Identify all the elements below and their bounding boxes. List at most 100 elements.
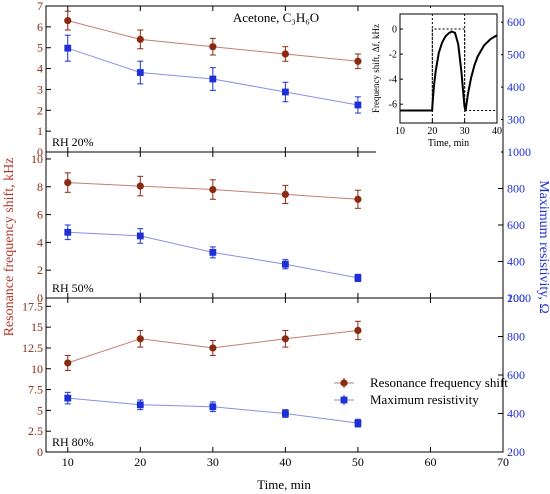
panel-frame (45, 151, 504, 299)
resistivity-point (64, 44, 72, 52)
right-y-tick-label: 400 (507, 80, 525, 94)
left-y-tick-label: 0 (37, 291, 43, 305)
left-y-tick-label: 6 (37, 20, 43, 34)
panel-2: 0 2 4 6 8 10 200 400 600 800 1000 RH 50% (31, 145, 531, 305)
frequency-point (209, 43, 217, 51)
inset-y-tick-label: 0 (392, 25, 397, 36)
right-y-tick-label: 500 (507, 48, 525, 62)
left-y-tick-label: 17.5 (22, 299, 43, 313)
right-y-tick-label: 800 (507, 182, 525, 196)
inset-frame (399, 13, 498, 124)
legend-resistivity-marker (340, 396, 348, 404)
frequency-point (354, 326, 362, 335)
figure-title: Acetone, C₃H₆O (233, 10, 319, 25)
frequency-point (64, 17, 72, 25)
frequency-point (64, 178, 72, 187)
frequency-point (354, 57, 362, 65)
legend-resistivity-label: Maximum resistivity (370, 392, 479, 407)
left-y-tick-label: 2 (37, 103, 43, 117)
legend-frequency-label: Resonance frequency shift (370, 375, 508, 390)
panel-label: RH 50% (52, 281, 94, 295)
left-y-tick-label: 5 (37, 403, 43, 417)
x-tick-label: 60 (424, 455, 436, 469)
inset-frequency-curve (400, 30, 498, 112)
panel-label: RH 20% (52, 135, 94, 149)
left-y-tick-label: 7 (37, 0, 43, 13)
x-tick-label: 10 (62, 455, 74, 469)
inset-x-tick-label: 20 (427, 126, 437, 137)
left-y-tick-label: 3 (37, 82, 43, 96)
left-y-tick-label: 8 (37, 180, 43, 194)
x-tick-label: 40 (279, 455, 291, 469)
right-y-tick-label: 1000 (507, 145, 531, 159)
right-y-axis-label: Maximum resistivity, Ω (536, 180, 550, 314)
left-y-tick-label: 1 (37, 124, 43, 138)
frequency-point (136, 182, 144, 190)
left-y-tick-label: 0 (37, 145, 43, 159)
right-y-tick-label: 400 (507, 255, 525, 269)
resistivity-point (64, 394, 72, 402)
inset-y-tick-label: -4 (389, 75, 397, 86)
right-y-tick-label: 1000 (507, 291, 531, 305)
left-y-tick-label: 5 (37, 41, 43, 55)
x-tick-label: 70 (497, 455, 509, 469)
inset-y-tick-label: -6 (389, 100, 397, 111)
x-tick-label: 50 (352, 455, 364, 469)
frequency-point (281, 335, 289, 343)
left-y-tick-label: 2.5 (28, 424, 43, 438)
resistivity-point (136, 401, 144, 409)
right-y-tick-label: 600 (507, 368, 525, 382)
left-y-tick-label: 10 (31, 362, 43, 376)
inset-reference-profile (400, 28, 497, 111)
inset-y-tick-label: -2 (389, 50, 397, 61)
resistivity-point (209, 403, 217, 411)
resistivity-point (209, 248, 217, 256)
frequency-point (136, 35, 144, 43)
frequency-point (209, 185, 217, 194)
left-y-tick-label: 4 (37, 235, 43, 249)
frequency-point (64, 359, 72, 367)
left-y-tick-label: 10 (31, 152, 43, 166)
left-y-tick-label: 0 (37, 445, 43, 459)
resistivity-point (354, 101, 362, 109)
inset-y-axis-label: Frequency shift, Δf, kHz (371, 24, 381, 113)
resistivity-point (64, 228, 72, 236)
resistivity-point (354, 419, 362, 427)
inset-x-axis-label: Time, min (428, 138, 469, 149)
frequency-point (209, 344, 217, 352)
resistivity-point (281, 410, 289, 417)
inset-x-tick-label: 30 (460, 126, 470, 137)
left-y-axis-label: Resonance frequency shift, kHz (2, 158, 17, 337)
resistivity-point (281, 260, 289, 268)
right-y-tick-label: 600 (507, 218, 525, 232)
x-axis-label: Time, min (257, 477, 311, 492)
right-y-tick-label: 200 (507, 445, 525, 459)
resistivity-point (281, 88, 289, 96)
frequency-point (281, 50, 289, 58)
legend-frequency-marker (340, 379, 348, 387)
x-tick-label: 20 (134, 455, 146, 469)
panel-label: RH 80% (52, 435, 94, 449)
inset-plot: 10 20 30 40 -6 -4 -2 0 Time, min Frequency shift,… (371, 8, 502, 163)
resistivity-point (354, 274, 362, 282)
frequency-point (354, 195, 362, 203)
right-y-tick-label: 400 (507, 407, 525, 421)
inset-x-tick-label: 40 (492, 126, 502, 137)
inset-x-tick-label: 10 (395, 126, 405, 137)
left-y-tick-label: 7.5 (28, 383, 43, 397)
panel-3: 10 20 30 40 50 60 70 0 2.5 5 7.5 10 12.5 15 17.5 200 400… (22, 291, 531, 469)
left-y-tick-label: 4 (37, 62, 43, 76)
x-tick-label: 30 (207, 455, 219, 469)
resistivity-point (136, 69, 144, 76)
resistivity-point (136, 232, 144, 240)
right-y-tick-label: 600 (507, 15, 525, 29)
right-y-tick-label: 200 (507, 291, 525, 305)
resistivity-point (209, 75, 217, 83)
right-y-tick-label: 300 (507, 113, 525, 127)
left-y-tick-label: 12.5 (22, 341, 43, 355)
legend: Resonance frequency shift Maximum resisti… (334, 375, 508, 407)
left-y-tick-label: 6 (37, 208, 43, 222)
